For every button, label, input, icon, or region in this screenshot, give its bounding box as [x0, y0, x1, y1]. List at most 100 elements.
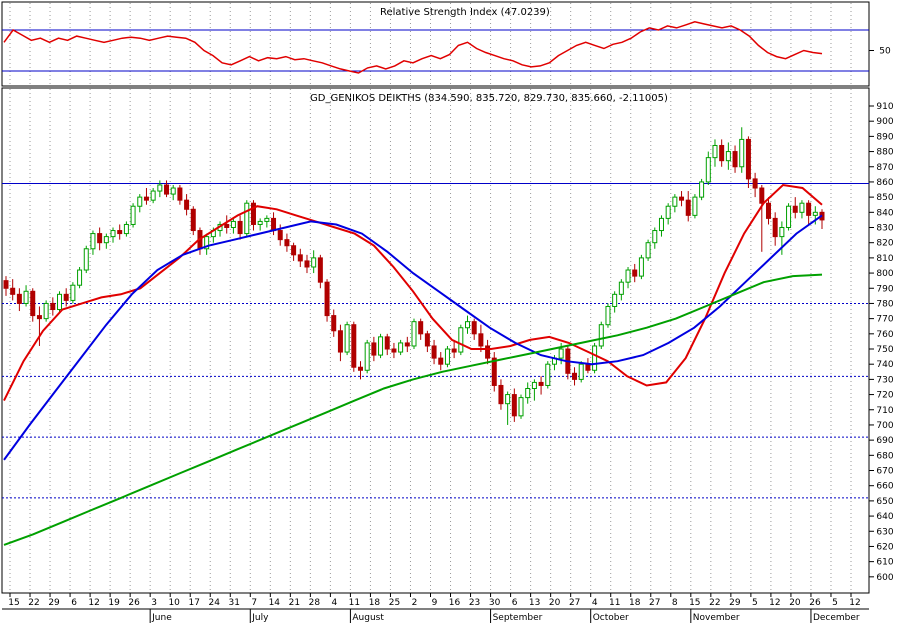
x-month-label: December — [813, 613, 860, 623]
candle-body-down — [485, 345, 491, 359]
x-tick-label: 4 — [332, 598, 338, 608]
candle-body-down — [431, 345, 437, 359]
rsi-panel: Relative Strength Index (47.0239) 50 — [1, 1, 891, 87]
x-tick-label: 5 — [752, 598, 758, 608]
moving-average-line — [3, 273, 823, 546]
x-tick-label: 11 — [349, 598, 360, 608]
candle-body-down — [304, 260, 310, 268]
candle-body-up — [592, 345, 598, 371]
x-tick-label: 2 — [412, 598, 418, 608]
x-tick-labels: 15 22 29 6 12 19 26 3 10 17 24 31 7 14 21 28 4 11 18 25 2 9 16… — [8, 593, 861, 608]
x-tick-label: 20 — [549, 598, 561, 608]
candle-body-up — [150, 190, 156, 201]
candle-body-down — [117, 230, 123, 235]
price-y-tick-label: 770 — [876, 315, 893, 325]
x-tick-label: 26 — [809, 598, 821, 608]
x-tick-label: 15 — [8, 598, 19, 608]
price-y-tick-label: 640 — [876, 512, 893, 522]
x-tick-label: 20 — [789, 598, 801, 608]
price-y-ticks: 600 610 620 630 640 650 660 670 680 690 700 710 720 7… — [869, 102, 894, 583]
price-title: GD_GENIKOS DEIKTHS (834.590, 835.720, 82… — [310, 93, 668, 104]
x-tick-label: 17 — [188, 598, 199, 608]
x-tick-label: 29 — [48, 598, 60, 608]
candle-body-down — [572, 372, 578, 380]
x-month-label: June — [151, 613, 172, 623]
x-month-label: July — [251, 613, 269, 623]
candle-body-up — [545, 363, 551, 386]
moving-average-line — [3, 183, 823, 402]
candle-body-down — [250, 202, 256, 225]
price-y-tick-label: 690 — [876, 436, 893, 446]
candle-body-down — [36, 315, 42, 320]
x-tick-label: 29 — [729, 598, 741, 608]
price-y-tick-label: 900 — [876, 117, 893, 127]
candle-body-up — [465, 321, 471, 329]
price-y-tick-label: 610 — [876, 558, 893, 568]
price-y-tick-label: 620 — [876, 542, 893, 552]
price-vertical-grid — [9, 89, 852, 593]
price-y-tick-label: 600 — [876, 573, 893, 583]
candle-body-up — [699, 181, 705, 198]
candle-body-up — [444, 348, 450, 365]
candle-body-up — [525, 387, 531, 399]
candle-body-down — [585, 363, 591, 371]
x-tick-label: 15 — [689, 598, 700, 608]
candle-body-up — [658, 217, 664, 232]
price-horizontal-lines — [2, 182, 869, 499]
x-tick-label: 27 — [649, 598, 660, 608]
candle-body-up — [230, 220, 236, 229]
price-y-tick-label: 890 — [876, 132, 893, 142]
price-y-tick-label: 750 — [876, 345, 893, 355]
candle-body-up — [531, 381, 537, 389]
candle-body-down — [765, 202, 771, 219]
candle-body-down — [371, 342, 377, 356]
x-tick-label: 22 — [709, 598, 720, 608]
price-y-tick-label: 650 — [876, 497, 893, 507]
x-tick-label: 19 — [108, 598, 120, 608]
candle-body-down — [16, 293, 22, 304]
x-tick-label: 8 — [672, 598, 678, 608]
price-y-tick-label: 870 — [876, 163, 893, 173]
candle-body-up — [612, 293, 618, 307]
price-moving-averages — [3, 183, 823, 546]
candle-body-down — [471, 321, 477, 335]
x-tick-label: 18 — [629, 598, 641, 608]
candle-body-up — [311, 257, 317, 268]
rsi-title: Relative Strength Index (47.0239) — [380, 7, 550, 18]
candle-body-up — [779, 227, 785, 238]
candle-body-up — [110, 230, 116, 238]
rsi-line — [3, 21, 823, 74]
candle-body-down — [792, 205, 798, 213]
x-month-label: November — [693, 613, 740, 623]
candle-body-down — [732, 151, 738, 168]
x-tick-label: 6 — [512, 598, 518, 608]
x-month-label: August — [352, 613, 384, 623]
candle-body-down — [491, 357, 497, 386]
price-y-tick-label: 670 — [876, 467, 893, 477]
candle-body-up — [90, 233, 96, 250]
candle-body-down — [538, 381, 544, 386]
candle-body-up — [605, 305, 611, 326]
candle-body-up — [725, 151, 731, 162]
candle-body-up — [130, 205, 136, 225]
candle-body-up — [812, 211, 818, 216]
candle-body-up — [344, 324, 350, 353]
candle-body-up — [23, 290, 29, 304]
candle-body-up — [137, 196, 143, 207]
candle-body-down — [772, 217, 778, 238]
candle-body-down — [284, 239, 290, 247]
candle-body-down — [10, 287, 16, 295]
candle-body-up — [83, 248, 89, 271]
candle-body-down — [271, 217, 277, 232]
candle-body-up — [244, 202, 250, 235]
candle-body-up — [578, 363, 584, 380]
candle-body-up — [257, 220, 263, 225]
moving-average-line — [3, 214, 823, 461]
candle-body-down — [224, 223, 230, 229]
x-tick-label: 25 — [389, 598, 400, 608]
candle-body-down — [498, 384, 504, 405]
price-y-tick-label: 800 — [876, 269, 893, 279]
price-y-tick-label: 700 — [876, 421, 893, 431]
candle-body-down — [190, 208, 196, 232]
